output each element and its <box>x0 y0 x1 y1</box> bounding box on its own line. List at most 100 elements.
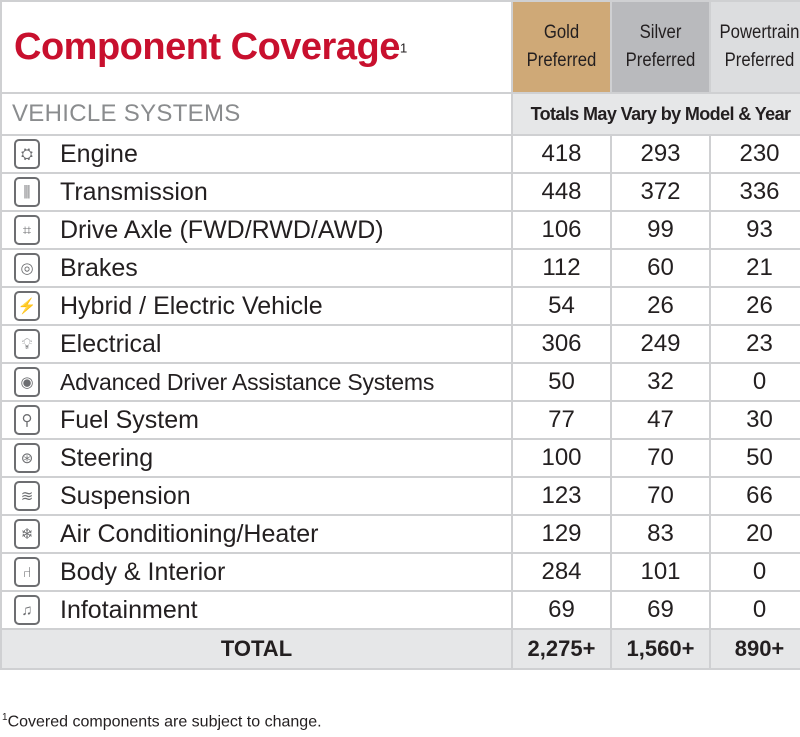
table-row: ⫼ Transmission 448 372 336 <box>0 172 800 212</box>
table-row: ≋ Suspension 123 70 66 <box>0 476 800 516</box>
count-silver: 99 <box>610 210 711 250</box>
count-gold: 50 <box>511 362 612 402</box>
plan-name: Silver <box>639 22 682 43</box>
engine-icon: ⛭ <box>14 139 40 169</box>
count-powertrain: 230 <box>709 134 800 174</box>
brakes-icon: ◎ <box>14 253 40 283</box>
title-cell: Component Coverage1 <box>0 0 513 94</box>
count-powertrain: 23 <box>709 324 800 364</box>
driver-assist-icon: ◉ <box>14 367 40 397</box>
plan-tier: Preferred <box>526 50 597 71</box>
count-silver: 70 <box>610 438 711 478</box>
count-gold: 106 <box>511 210 612 250</box>
footnote: 1Covered components are subject to chang… <box>2 712 322 731</box>
system-name: Suspension <box>60 481 191 510</box>
transmission-icon: ⫼ <box>14 177 40 207</box>
table-row: ⛭ Engine 418 293 230 <box>0 134 800 174</box>
count-silver: 249 <box>610 324 711 364</box>
total-gold: 2,275+ <box>511 628 612 670</box>
system-name: Steering <box>60 443 154 472</box>
count-powertrain: 93 <box>709 210 800 250</box>
steering-wheel-icon: ⊛ <box>14 443 40 473</box>
count-powertrain: 0 <box>709 552 800 592</box>
count-powertrain: 66 <box>709 476 800 516</box>
music-note-icon: ♫ <box>14 595 40 625</box>
count-gold: 418 <box>511 134 612 174</box>
count-gold: 123 <box>511 476 612 516</box>
system-name: Engine <box>60 139 138 168</box>
table-row: ◉ Advanced Driver Assistance Systems 50 32 0 <box>0 362 800 402</box>
system-name: Transmission <box>60 177 208 206</box>
system-name: Hybrid / Electric Vehicle <box>60 291 323 320</box>
count-powertrain: 20 <box>709 514 800 554</box>
total-label: TOTAL <box>0 628 513 670</box>
count-powertrain: 26 <box>709 286 800 326</box>
count-silver: 47 <box>610 400 711 440</box>
system-name: Advanced Driver Assistance Systems <box>60 368 435 395</box>
system-cell: ≋ Suspension <box>0 476 513 516</box>
system-name: Brakes <box>60 253 138 282</box>
count-gold: 448 <box>511 172 612 212</box>
count-powertrain: 0 <box>709 590 800 630</box>
system-cell: ⛭ Engine <box>0 134 513 174</box>
plan-name: Powertrain <box>719 22 800 43</box>
count-gold: 54 <box>511 286 612 326</box>
title-footnote-mark: 1 <box>399 40 408 56</box>
count-gold: 129 <box>511 514 612 554</box>
fuel-system-icon: ⚲ <box>14 405 40 435</box>
count-silver: 60 <box>610 248 711 288</box>
system-name: Body & Interior <box>60 557 226 586</box>
plan-name: Gold <box>543 22 580 43</box>
page-title: Component Coverage <box>14 25 400 68</box>
count-silver: 101 <box>610 552 711 592</box>
count-silver: 69 <box>610 590 711 630</box>
system-cell: ⫼ Transmission <box>0 172 513 212</box>
table-row: ❄ Air Conditioning/Heater 129 83 20 <box>0 514 800 554</box>
component-coverage-table: Component Coverage1 Gold Preferred Silver… <box>0 0 800 670</box>
plan-header-gold: Gold Preferred <box>511 0 612 94</box>
count-gold: 77 <box>511 400 612 440</box>
count-silver: 70 <box>610 476 711 516</box>
lightbulb-icon: 💡︎ <box>14 329 40 359</box>
total-powertrain: 890+ <box>709 628 800 670</box>
count-powertrain: 30 <box>709 400 800 440</box>
system-cell: ♫ Infotainment <box>0 590 513 630</box>
count-powertrain: 50 <box>709 438 800 478</box>
count-gold: 284 <box>511 552 612 592</box>
system-cell: ⌗ Drive Axle (FWD/RWD/AWD) <box>0 210 513 250</box>
count-silver: 32 <box>610 362 711 402</box>
count-gold: 100 <box>511 438 612 478</box>
table-row: ◎ Brakes 112 60 21 <box>0 248 800 288</box>
hybrid-electric-icon: ⚡ <box>14 291 40 321</box>
drive-axle-icon: ⌗ <box>14 215 40 245</box>
seat-icon: ⑁ <box>14 557 40 587</box>
plan-header-powertrain: Powertrain Preferred <box>709 0 800 94</box>
table-row: ⚲ Fuel System 77 47 30 <box>0 400 800 440</box>
snowflake-icon: ❄ <box>14 519 40 549</box>
system-cell: ❄ Air Conditioning/Heater <box>0 514 513 554</box>
system-name: Air Conditioning/Heater <box>60 519 319 548</box>
count-silver: 293 <box>610 134 711 174</box>
table-row: ♫ Infotainment 69 69 0 <box>0 590 800 630</box>
system-cell: 💡︎ Electrical <box>0 324 513 364</box>
count-gold: 69 <box>511 590 612 630</box>
table-row: ⑁ Body & Interior 284 101 0 <box>0 552 800 592</box>
plan-tier: Preferred <box>724 50 795 71</box>
system-cell: ◎ Brakes <box>0 248 513 288</box>
system-cell: ⊛ Steering <box>0 438 513 478</box>
system-cell: ◉ Advanced Driver Assistance Systems <box>0 362 513 402</box>
system-cell: ⚡ Hybrid / Electric Vehicle <box>0 286 513 326</box>
system-name: Infotainment <box>60 595 198 624</box>
count-powertrain: 21 <box>709 248 800 288</box>
system-cell: ⑁ Body & Interior <box>0 552 513 592</box>
count-silver: 83 <box>610 514 711 554</box>
system-name: Drive Axle (FWD/RWD/AWD) <box>60 215 384 244</box>
section-label: VEHICLE SYSTEMS <box>0 92 513 136</box>
system-name: Fuel System <box>60 405 199 434</box>
footnote-mark: 1 <box>2 712 8 723</box>
table-row: ⚡ Hybrid / Electric Vehicle 54 26 26 <box>0 286 800 326</box>
count-silver: 372 <box>610 172 711 212</box>
count-gold: 306 <box>511 324 612 364</box>
table-row: ⌗ Drive Axle (FWD/RWD/AWD) 106 99 93 <box>0 210 800 250</box>
system-name: Electrical <box>60 329 162 358</box>
